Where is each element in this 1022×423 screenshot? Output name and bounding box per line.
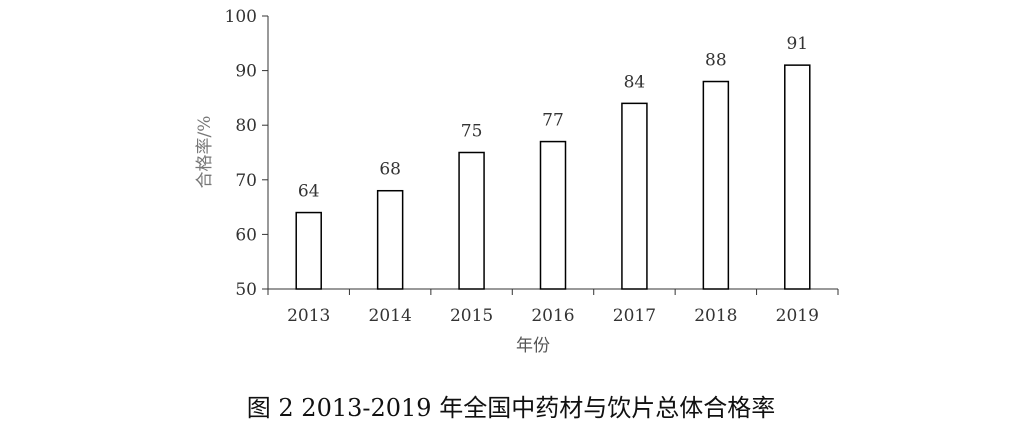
y-axis-title: 合格率/% bbox=[195, 116, 215, 189]
bar-2016 bbox=[539, 140, 567, 290]
x-tick-label: 2015 bbox=[450, 306, 493, 326]
y-tick-label: 100 bbox=[225, 7, 257, 27]
data-label-2019: 91 bbox=[786, 34, 808, 54]
x-tick-label: 2019 bbox=[776, 306, 819, 326]
x-tick-label: 2018 bbox=[694, 306, 737, 326]
x-axis-title: 年份 bbox=[516, 336, 550, 356]
x-axis: 2013 2014 2015 2016 2017 2018 2019 bbox=[267, 288, 839, 326]
bars bbox=[295, 64, 811, 290]
data-label-2018: 88 bbox=[705, 51, 727, 71]
data-label-2013: 64 bbox=[298, 182, 320, 202]
y-axis: 50 60 70 80 90 100 bbox=[225, 7, 269, 300]
x-tick-label: 2014 bbox=[369, 306, 412, 326]
bar-2013 bbox=[295, 211, 322, 290]
x-tick-label: 2016 bbox=[531, 306, 574, 326]
y-tick-label: 80 bbox=[235, 116, 257, 136]
figure-caption: 图 2 2013-2019 年全国中药材与饮片总体合格率 bbox=[246, 394, 776, 422]
y-tick-label: 60 bbox=[235, 225, 257, 245]
bar-2017 bbox=[621, 102, 648, 290]
y-tick-label: 70 bbox=[235, 171, 257, 191]
data-label-2015: 75 bbox=[461, 122, 483, 142]
y-tick-label: 90 bbox=[235, 62, 257, 82]
bar-2015 bbox=[458, 151, 485, 290]
data-labels: 64 68 75 77 84 88 91 bbox=[298, 34, 808, 201]
data-label-2016: 77 bbox=[542, 111, 564, 131]
x-tick-label: 2017 bbox=[613, 306, 656, 326]
y-tick-label: 50 bbox=[235, 280, 257, 300]
bar-2018 bbox=[702, 80, 730, 290]
x-tick-label: 2013 bbox=[287, 306, 330, 326]
data-label-2014: 68 bbox=[379, 160, 401, 180]
data-label-2017: 84 bbox=[624, 72, 646, 92]
bar-2014 bbox=[376, 189, 404, 290]
bar-2019 bbox=[784, 64, 811, 290]
